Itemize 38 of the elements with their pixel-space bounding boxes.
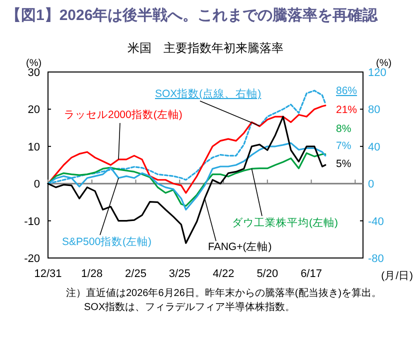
x-tick-label: 12/31 xyxy=(34,268,62,280)
y-tick-label: 10 xyxy=(28,141,40,154)
line-series xyxy=(47,152,326,207)
data-label: 21% xyxy=(336,104,358,116)
text: SOX指数は、フィラデルフィア半導体株指数。 xyxy=(84,301,296,313)
x-tick-label: 5/20 xyxy=(256,268,278,280)
text: S&P500指数(左軸) xyxy=(62,235,152,248)
data-label: 7% xyxy=(336,140,352,152)
y2-tick-label: 0 xyxy=(368,178,374,191)
data-label: 86% xyxy=(336,85,358,97)
text: ラッセル2000指数(左軸) xyxy=(64,108,182,121)
y-tick-label: -10 xyxy=(24,216,40,228)
y2-axis-title: (%) xyxy=(376,58,392,69)
text: ダウ工業株平均(左軸) xyxy=(232,216,338,229)
series-label: SOX指数(点線、右軸) xyxy=(155,87,262,100)
series-label: FANG+(左軸) xyxy=(208,240,272,253)
x-tick-label: 4/22 xyxy=(212,268,234,280)
y-axis-title: (%) xyxy=(26,58,42,69)
x-tick-label: 1/28 xyxy=(81,268,103,280)
x-tick-label: 2/25 xyxy=(125,268,146,280)
y2-tick-label: -40 xyxy=(368,216,384,228)
y2-tick-label: -80 xyxy=(368,253,384,265)
line-series xyxy=(47,104,326,194)
y-tick-label: 30 xyxy=(28,67,40,79)
x-tick-label: 6/17 xyxy=(300,268,322,280)
y-tick-label: -20 xyxy=(24,253,40,265)
data-label: 5% xyxy=(336,158,352,170)
y2-tick-label: 120 xyxy=(368,67,386,79)
y2-tick-label: 40 xyxy=(368,141,380,154)
text: 注）直近値は2026年6月26日。昨年末からの騰落率(配当抜き)を算出。 xyxy=(66,287,382,299)
x-tick-label: 3/25 xyxy=(168,268,190,280)
chart-title: 【図1】2026年は後半戦へ。これまでの騰落率を再確認 xyxy=(6,6,379,24)
y-tick-label: 0 xyxy=(34,178,40,191)
y2-tick-label: 80 xyxy=(368,104,380,116)
data-label: 8% xyxy=(336,123,352,135)
y-tick-label: 20 xyxy=(28,104,40,116)
chart-subtitle: 米国 主要指数年初来騰落率 xyxy=(128,41,284,55)
x-axis-title: (月/日) xyxy=(381,270,413,282)
